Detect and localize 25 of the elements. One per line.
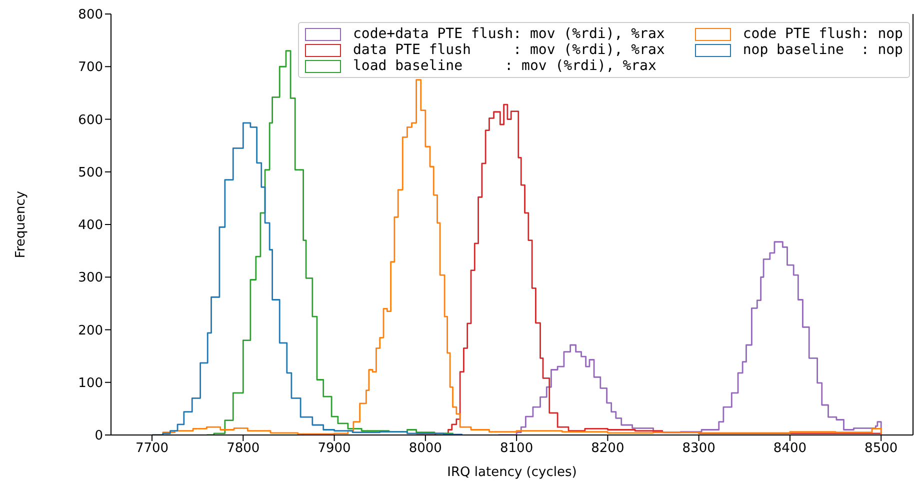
legend-label: data PTE flush : mov (%rdi), %rax — [352, 42, 665, 58]
y-tick-label: 500 — [78, 165, 103, 180]
x-tick-label: 7900 — [318, 441, 351, 456]
x-tick-label: 8500 — [864, 441, 898, 456]
y-tick-label: 400 — [78, 218, 103, 234]
x-tick-label: 8200 — [591, 441, 624, 456]
legend-label: load baseline : mov (%rdi), %rax — [352, 58, 656, 74]
legend-label: code+data PTE flush: mov (%rdi), %rax — [352, 26, 665, 42]
y-tick-label: 0 — [94, 428, 103, 444]
x-tick-label: 8400 — [773, 441, 807, 456]
legend-label: nop baseline : nop — [742, 42, 903, 58]
x-tick-label: 8100 — [500, 441, 534, 456]
y-axis-title: Frequency — [14, 190, 29, 258]
y-tick-label: 600 — [78, 112, 103, 128]
y-tick-label: 800 — [78, 8, 103, 23]
y-tick-label: 200 — [78, 323, 103, 338]
x-tick-label: 7800 — [226, 441, 260, 456]
x-tick-label: 7700 — [135, 441, 169, 456]
y-tick-label: 700 — [78, 60, 103, 76]
x-axis-title: IRQ latency (cycles) — [447, 465, 577, 480]
y-tick-label: 100 — [78, 376, 103, 391]
x-tick-label: 8300 — [682, 441, 716, 456]
x-tick-label: 8000 — [408, 441, 442, 456]
legend-label: code PTE flush: nop — [742, 26, 903, 42]
y-tick-label: 300 — [78, 270, 103, 286]
